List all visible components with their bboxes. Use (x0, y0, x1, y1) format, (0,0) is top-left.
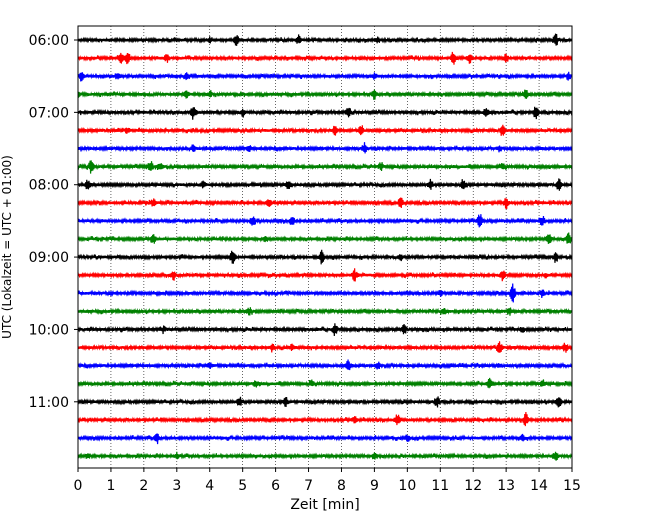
trace-1030 (77, 359, 573, 371)
x-tick-label: 1 (106, 478, 115, 494)
trace-1045 (77, 377, 573, 389)
y-axis-label: UTC (Lokalzeit = UTC + 01:00) (0, 155, 14, 339)
x-tick-label: 5 (238, 478, 247, 494)
seismic-traces (77, 33, 573, 461)
x-tick-label: 3 (172, 478, 181, 494)
x-axis-label: Zeit [min] (290, 497, 359, 513)
x-tick-label: 2 (139, 478, 148, 494)
x-axis-ticks: 0 1 2 3 4 5 6 7 8 9 10 11 12 13 14 15 (74, 468, 581, 494)
trace-0930 (77, 283, 573, 303)
trace-0845 (77, 232, 573, 244)
x-tick-label: 8 (337, 478, 346, 494)
trace-1115 (77, 412, 573, 427)
trace-0700 (77, 106, 573, 120)
x-tick-label: 7 (304, 478, 313, 494)
trace-0600 (77, 33, 573, 46)
trace-1000 (77, 323, 573, 336)
x-tick-label: 4 (205, 478, 214, 494)
x-tick-label: 6 (271, 478, 280, 494)
x-tick-label: 15 (563, 478, 581, 494)
trace-1015 (77, 341, 573, 353)
trace-0815 (77, 197, 573, 210)
trace-0945 (77, 307, 573, 316)
x-tick-label: 12 (464, 478, 482, 494)
x-tick-label: 14 (530, 478, 548, 494)
y-tick-label: 09:00 (29, 250, 69, 266)
y-tick-label: 07:00 (29, 105, 69, 121)
y-tick-label: 11:00 (29, 395, 69, 411)
trace-0900 (77, 249, 573, 265)
x-tick-label: 13 (497, 478, 515, 494)
trace-1130 (77, 433, 573, 445)
y-axis-ticks: 06:00 07:00 08:00 09:00 10:00 11:00 (29, 33, 78, 411)
trace-0715 (77, 124, 573, 136)
trace-0630 (77, 71, 573, 82)
x-tick-label: 11 (431, 478, 449, 494)
trace-0915 (77, 268, 573, 282)
trace-0745 (77, 160, 573, 174)
y-tick-label: 10:00 (29, 322, 69, 338)
y-tick-label: 08:00 (29, 178, 69, 194)
x-tick-label: 9 (370, 478, 379, 494)
trace-0800 (77, 178, 573, 191)
plot-frame (77, 25, 573, 469)
trace-1145 (77, 451, 573, 461)
y-tick-label: 06:00 (29, 33, 69, 49)
trace-0730 (77, 142, 573, 154)
x-tick-label: 10 (398, 478, 416, 494)
trace-0645 (77, 89, 573, 100)
trace-0830 (77, 214, 573, 228)
x-tick-label: 0 (74, 478, 83, 494)
trace-0615 (77, 51, 573, 65)
trace-1100 (77, 396, 573, 408)
